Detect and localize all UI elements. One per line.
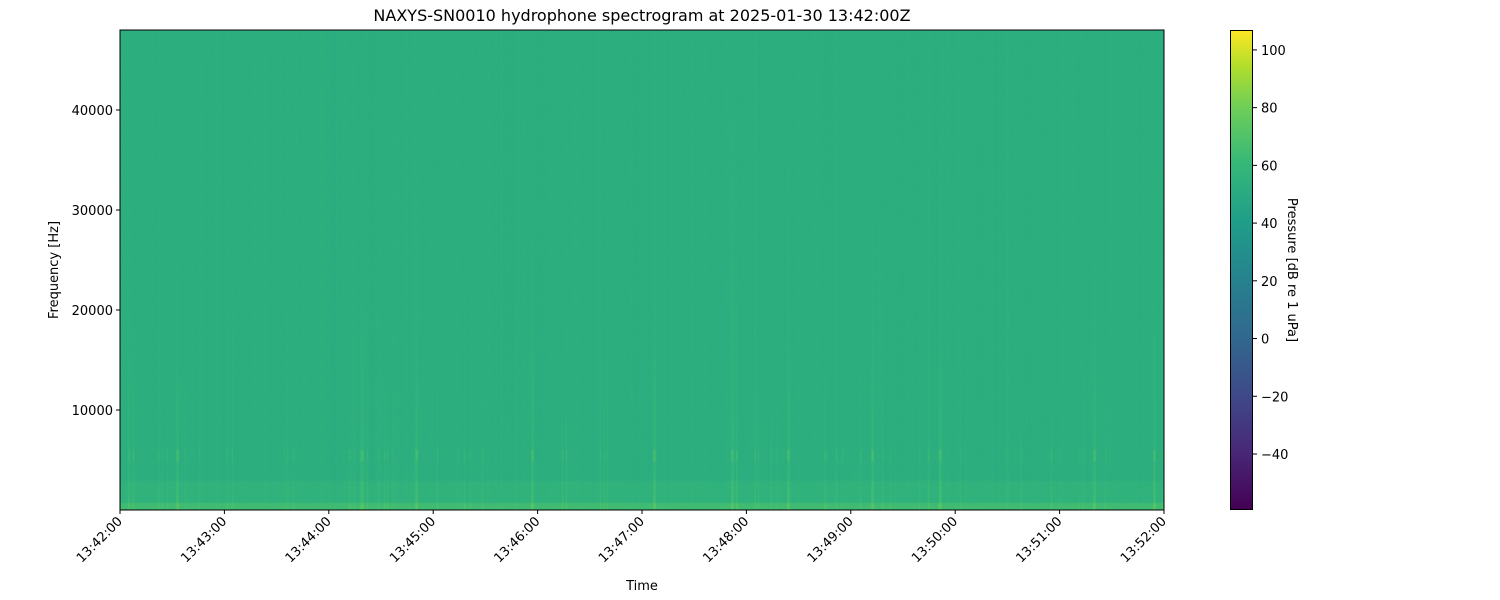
x-tick-label: 13:46:00 <box>492 514 544 566</box>
x-tick-label: 13:52:00 <box>1118 514 1170 566</box>
y-tick-label: 20000 <box>72 304 113 319</box>
colorbar-tick-label: 100 <box>1261 44 1286 59</box>
colorbar-tick-label: 0 <box>1261 333 1269 348</box>
x-tick-label: 13:48:00 <box>700 514 752 566</box>
x-tick-label: 13:43:00 <box>178 514 230 566</box>
colorbar-tick-label: 20 <box>1261 275 1278 290</box>
colorbar-tick-label: −20 <box>1261 390 1288 405</box>
plot-frame <box>119 29 1165 511</box>
y-tick-label: 30000 <box>72 204 113 219</box>
x-tick-label: 13:42:00 <box>74 514 126 566</box>
x-tick-label: 13:50:00 <box>909 514 961 566</box>
chart-title: NAXYS-SN0010 hydrophone spectrogram at 2… <box>373 6 910 25</box>
y-axis-label: Frequency [Hz] <box>47 221 62 319</box>
colorbar-tick-label: 40 <box>1261 217 1278 232</box>
colorbar-tick-label: 80 <box>1261 102 1278 117</box>
x-tick-label: 13:51:00 <box>1014 514 1066 566</box>
y-tick-label: 10000 <box>72 404 113 419</box>
x-tick-label: 13:45:00 <box>387 514 439 566</box>
x-tick-label: 13:44:00 <box>283 514 335 566</box>
colorbar-label: Pressure [dB re 1 uPa] <box>1284 198 1299 342</box>
x-tick-label: 13:49:00 <box>805 514 857 566</box>
x-tick-label: 13:47:00 <box>596 514 648 566</box>
x-axis-label: Time <box>625 579 658 594</box>
spectrogram-image <box>120 30 1164 510</box>
y-tick-label: 40000 <box>72 104 113 119</box>
colorbar-tick-label: 60 <box>1261 159 1278 174</box>
colorbar-tick-label: −40 <box>1261 448 1288 463</box>
colorbar <box>1230 30 1253 510</box>
